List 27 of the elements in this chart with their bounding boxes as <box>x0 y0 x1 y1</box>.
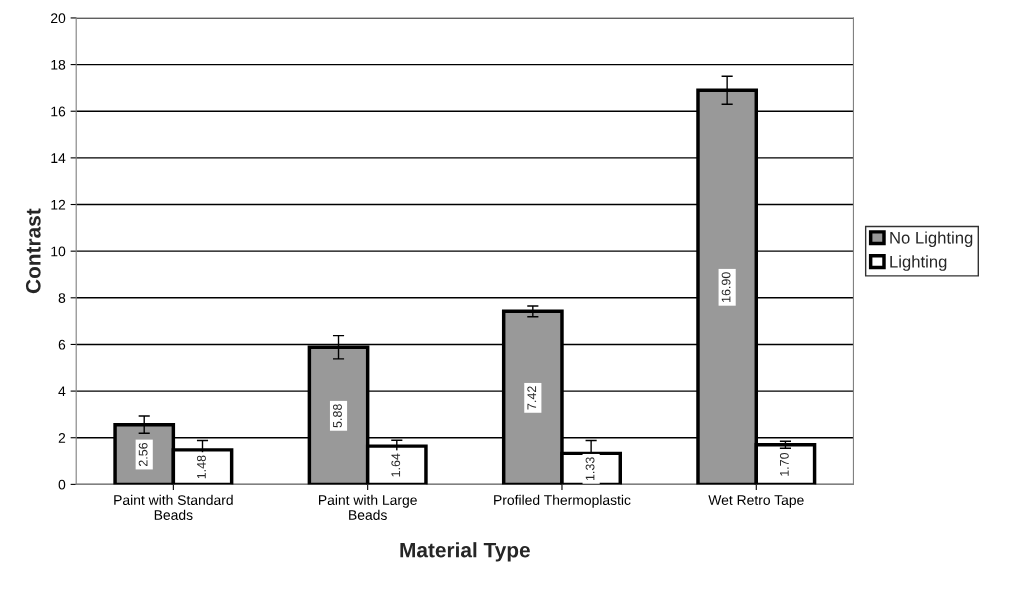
y-tick-label: 16 <box>51 106 66 117</box>
x-tick-label: Wet Retro Tape <box>708 495 804 508</box>
y-tick-label: 0 <box>58 479 66 490</box>
y-tick-label: 2 <box>58 433 66 443</box>
data-label: 1.48 <box>197 455 206 479</box>
x-axis-title: Material Type <box>400 542 530 562</box>
x-tick-label: Paint with Large Beads <box>319 494 417 520</box>
data-label: 7.42 <box>527 386 537 410</box>
y-tick-label: 4 <box>58 386 66 397</box>
y-tick-label: 8 <box>58 293 66 303</box>
data-label: 16.90 <box>721 272 731 302</box>
y-tick-label: 14 <box>51 153 66 163</box>
data-label: 5.88 <box>333 404 342 428</box>
y-tick-label: 12 <box>51 199 66 210</box>
x-tick-label: Profiled Thermoplastic <box>494 494 631 508</box>
data-label: 1.33 <box>585 457 595 481</box>
legend-label: No Lighting <box>890 231 973 247</box>
data-label: 2.56 <box>138 442 148 467</box>
y-tick-label: 18 <box>51 59 66 70</box>
y-tick-label: 10 <box>51 246 66 257</box>
y-tick-label: 6 <box>58 339 66 350</box>
legend-label: Lighting <box>890 255 947 271</box>
x-tick-label: Paint with Standard Beads <box>114 494 233 520</box>
data-label: 1.64 <box>391 453 401 477</box>
y-tick-label: 20 <box>51 13 66 24</box>
y-axis-title: Contrast <box>25 208 41 294</box>
data-label: 1.70 <box>779 452 789 476</box>
